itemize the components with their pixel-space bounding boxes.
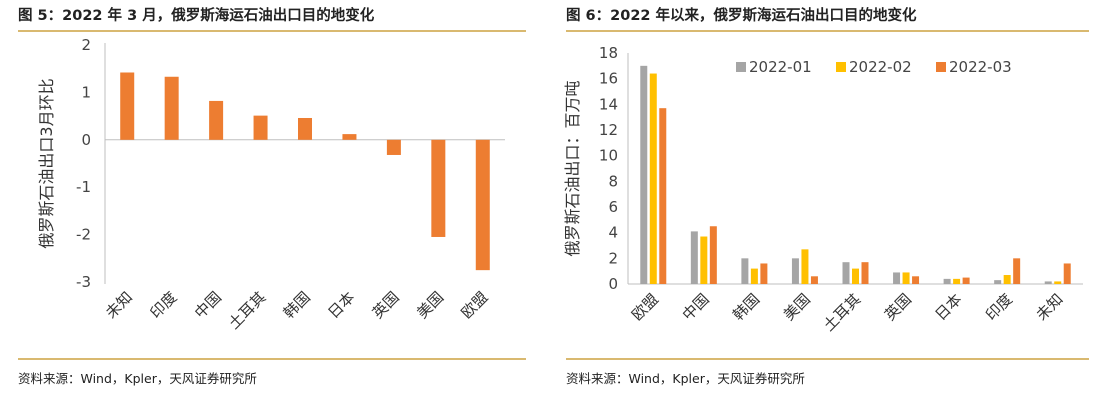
x-tick-label: 未知 <box>102 288 136 322</box>
figure-6-chart: 18 16 14 12 10 8 6 4 2 0 俄罗斯石油出口：百万吨欧盟 中国 韩国 美国 土耳其 英国日… <box>563 44 1083 335</box>
bar-2022-01-欧盟 <box>640 65 648 284</box>
legend-label: 2022-02 <box>849 58 912 76</box>
y-tick-label: 4 <box>608 224 618 242</box>
bar-土耳其 <box>253 115 268 140</box>
x-tick-label: 美国 <box>413 288 447 322</box>
bar-2022-01-韩国 <box>741 258 749 284</box>
bar-2022-03-未知 <box>1063 263 1071 284</box>
y-tick-label: 1 <box>81 83 91 101</box>
bar-2022-01-印度 <box>994 280 1002 284</box>
figure-5-source-rule <box>18 358 526 360</box>
bar-2022-01-未知 <box>1044 281 1052 284</box>
bar-日本 <box>342 134 357 140</box>
bar-英国 <box>386 139 401 155</box>
bar-2022-01-土耳其 <box>842 262 850 284</box>
x-tick-label: 印度 <box>982 290 1016 324</box>
y-tick-label: 14 <box>599 95 618 113</box>
legend-label: 2022-03 <box>949 58 1012 76</box>
bar-2022-01-英国 <box>893 272 901 284</box>
bar-2022-03-印度 <box>1013 258 1021 284</box>
y-tick-label: 8 <box>608 172 618 190</box>
x-tick-label: 日本 <box>324 288 358 322</box>
bar-2022-01-日本 <box>943 278 951 284</box>
bar-2022-03-土耳其 <box>861 262 869 284</box>
bar-2022-01-美国 <box>791 258 799 284</box>
bar-韩国 <box>298 117 312 140</box>
x-tick-label: 欧盟 <box>628 290 662 324</box>
bar-2022-02-英国 <box>902 272 910 284</box>
bar-2022-02-中国 <box>700 236 708 284</box>
bar-未知 <box>120 72 135 140</box>
y-tick-label: -1 <box>76 178 91 196</box>
y-tick-label: -2 <box>76 226 91 244</box>
y-tick-label: 0 <box>81 131 91 149</box>
bar-2022-03-日本 <box>962 277 970 284</box>
x-tick-label: 英国 <box>369 288 403 322</box>
y-tick-label: 0 <box>608 275 618 293</box>
legend-swatch-2022-02 <box>836 62 846 72</box>
bar-欧盟 <box>475 139 490 271</box>
figure-6-source: 资料来源：Wind，Kpler，天风证券研究所 <box>566 371 805 386</box>
figure-5-title: 图 5：2022 年 3 月，俄罗斯海运石油出口目的地变化 <box>18 8 375 24</box>
bar-2022-01-中国 <box>690 231 698 284</box>
legend-swatch-2022-03 <box>936 62 946 72</box>
figure-6-panel: 图 6：2022 年以来，俄罗斯海运石油出口目的地变化 18 16 14 12 10 8 6… <box>548 0 1093 403</box>
legend-label: 2022-01 <box>749 58 812 76</box>
figure-5-panel: 图 5：2022 年 3 月，俄罗斯海运石油出口目的地变化 2 1 0 -1 -2 -3 俄… <box>0 0 530 403</box>
y-tick-label: 16 <box>599 70 618 88</box>
x-tick-label: 韩国 <box>280 288 314 322</box>
bar-2022-02-欧盟 <box>649 73 657 285</box>
x-tick-label: 日本 <box>931 290 965 324</box>
x-tick-label: 中国 <box>191 288 225 322</box>
figure-6-title-rule <box>566 30 1089 32</box>
x-tick-label: 未知 <box>1033 290 1067 324</box>
bar-2022-03-欧盟 <box>659 108 667 284</box>
bar-美国 <box>431 139 446 237</box>
x-tick-label: 土耳其 <box>820 290 865 335</box>
bar-2022-03-英国 <box>912 276 920 284</box>
y-tick-label: 10 <box>599 147 618 165</box>
bar-2022-02-土耳其 <box>852 268 859 284</box>
bar-2022-03-美国 <box>810 276 818 284</box>
figure-5-title-rule <box>18 30 526 32</box>
y-tick-label: 18 <box>599 44 618 62</box>
x-tick-label: 欧盟 <box>458 288 492 322</box>
y-axis-label: 俄罗斯石油出口3月环比 <box>37 78 56 248</box>
bar-2022-02-美国 <box>801 249 809 284</box>
bar-2022-03-中国 <box>709 226 717 284</box>
x-tick-label: 中国 <box>679 290 713 324</box>
bar-2022-02-韩国 <box>750 268 758 284</box>
bar-2022-02-日本 <box>953 278 961 284</box>
x-tick-label: 美国 <box>780 290 814 324</box>
bar-2022-03-韩国 <box>760 263 768 284</box>
bar-印度 <box>164 76 179 140</box>
x-tick-label: 英国 <box>881 290 915 324</box>
y-tick-label: 12 <box>599 121 618 139</box>
figure-6-source-rule <box>566 358 1089 360</box>
legend-swatch-2022-01 <box>736 62 746 72</box>
x-tick-label: 韩国 <box>729 290 763 324</box>
bar-2022-02-印度 <box>1003 275 1011 284</box>
y-tick-label: 6 <box>608 198 618 216</box>
x-tick-label: 印度 <box>147 288 181 322</box>
bar-中国 <box>209 100 224 140</box>
bar-2022-02-未知 <box>1054 281 1062 284</box>
y-tick-label: -3 <box>76 273 91 291</box>
x-tick-label: 土耳其 <box>225 288 270 333</box>
figure-6-title: 图 6：2022 年以来，俄罗斯海运石油出口目的地变化 <box>566 8 917 24</box>
figure-5-source: 资料来源：Wind，Kpler，天风证券研究所 <box>18 371 257 386</box>
y-tick-label: 2 <box>608 249 618 267</box>
y-axis-label: 俄罗斯石油出口：百万吨 <box>563 80 582 256</box>
y-tick-label: 2 <box>81 36 91 54</box>
